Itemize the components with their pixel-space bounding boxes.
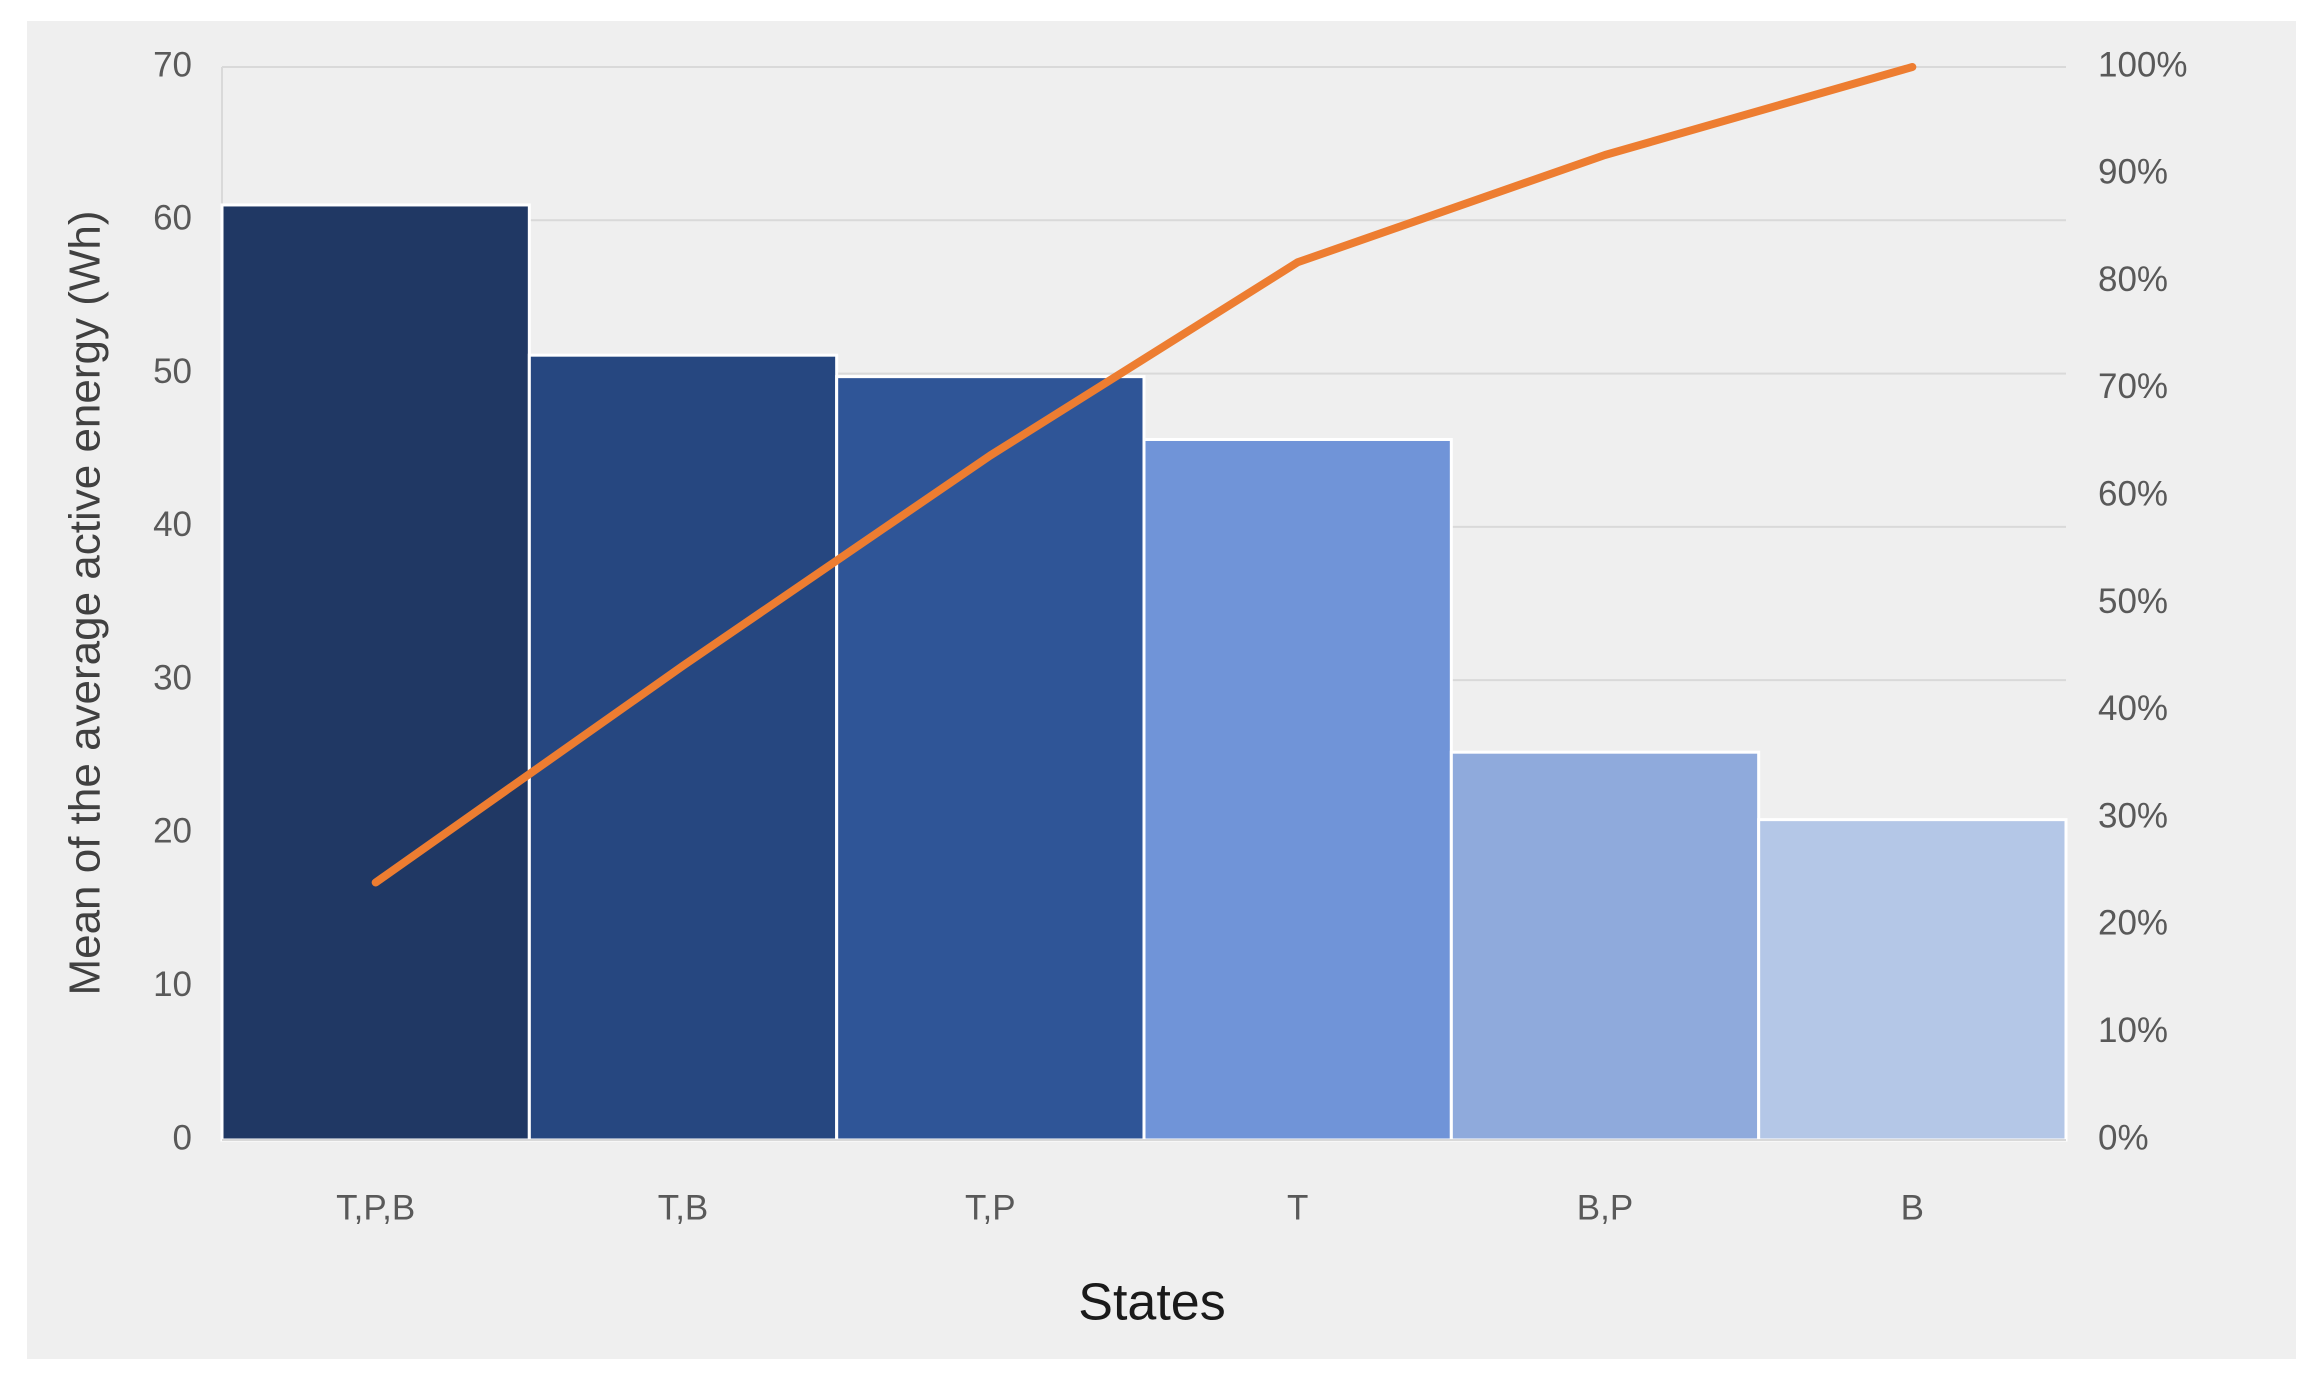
y-tick-label: 10 <box>153 965 192 1004</box>
cumulative-line <box>371 63 1917 887</box>
y2-tick-label: 20% <box>2098 904 2168 943</box>
bar <box>220 203 531 1142</box>
y2-tick-label: 40% <box>2098 689 2168 728</box>
y2-tick-label: 60% <box>2098 474 2168 513</box>
y-tick-label: 50 <box>153 352 192 391</box>
x-tick-label: T <box>1287 1188 1308 1227</box>
x-axis-title: States <box>1078 1274 1225 1332</box>
bar <box>527 353 839 1142</box>
bar <box>1142 437 1453 1142</box>
y2-tick-label: 70% <box>2098 367 2168 406</box>
y-axis-title: Mean of the average active energy (Wh) <box>61 210 110 995</box>
x-tick-label: T,P,B <box>336 1188 415 1227</box>
x-tick-label: T,P <box>965 1188 1016 1227</box>
y2-tick-label: 80% <box>2098 260 2168 299</box>
y2-tick-label: 90% <box>2098 153 2168 192</box>
bar <box>1757 818 2068 1142</box>
x-tick-label: B <box>1901 1188 1924 1227</box>
x-tick-label: B,P <box>1577 1188 1633 1227</box>
bar <box>835 375 1146 1142</box>
y2-tick-label: 30% <box>2098 796 2168 835</box>
y2-tick-label: 0% <box>2098 1118 2149 1157</box>
y2-tick-label: 50% <box>2098 582 2168 621</box>
y-tick-label: 20 <box>153 812 192 851</box>
y-tick-label: 40 <box>153 505 192 544</box>
x-tick-label: T,B <box>658 1188 709 1227</box>
y-tick-label: 70 <box>153 45 192 84</box>
y-tick-label: 30 <box>153 658 192 697</box>
y-tick-label: 0 <box>173 1118 192 1157</box>
y-tick-label: 60 <box>153 199 192 238</box>
bar <box>1449 750 1761 1142</box>
y2-tick-label: 100% <box>2098 45 2188 84</box>
y2-tick-label: 10% <box>2098 1011 2168 1050</box>
